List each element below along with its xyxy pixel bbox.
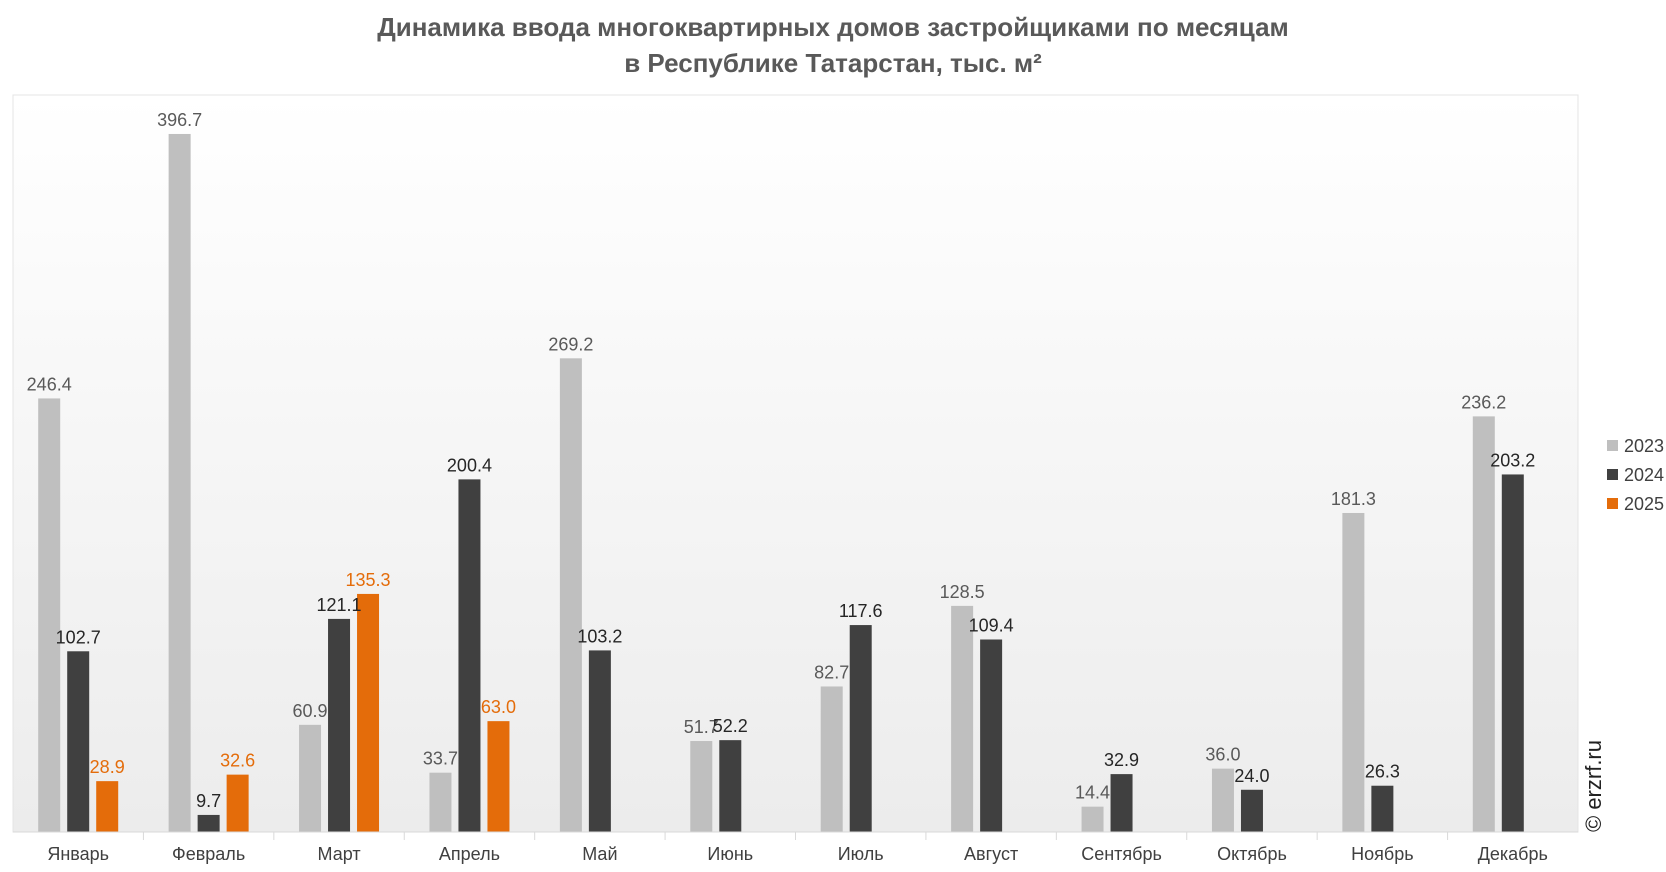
data-label-2024: 32.9	[1104, 750, 1139, 770]
x-tick-label: Май	[582, 844, 617, 864]
bar-2025	[487, 721, 510, 832]
data-label-2024: 109.4	[969, 615, 1014, 635]
bar-2023	[1472, 416, 1495, 832]
data-label-2023: 396.7	[157, 110, 202, 130]
x-tick-label: Август	[964, 844, 1018, 864]
x-tick-label: Июнь	[707, 844, 753, 864]
x-tick-labels: Январь Февраль Март Апрель Май Июнь Июль Август…	[47, 844, 1548, 864]
x-tick-label: Октябрь	[1217, 844, 1287, 864]
x-tick-label: Февраль	[172, 844, 245, 864]
bar-2023	[690, 741, 713, 832]
bar-2025	[96, 781, 119, 832]
data-label-2023: 33.7	[423, 749, 458, 769]
data-label-2025: 135.3	[346, 570, 391, 590]
bar-2023	[559, 358, 582, 832]
chart-subtitle: в Республике Татарстан, тыс. м²	[624, 48, 1042, 78]
legend: 2023 2024 2025	[1607, 436, 1664, 514]
bar-2023	[299, 724, 322, 832]
bar-2023	[168, 133, 191, 832]
data-label-2024: 26.3	[1365, 762, 1400, 782]
data-label-2024: 52.2	[713, 716, 748, 736]
bar-2023	[38, 398, 61, 832]
x-tick-label: Ноябрь	[1351, 844, 1413, 864]
data-label-2024: 103.2	[577, 626, 622, 646]
bar-2023	[820, 686, 843, 832]
x-tick-label: Сентябрь	[1081, 844, 1162, 864]
data-label-2023: 246.4	[27, 374, 72, 394]
data-label-2025: 32.6	[220, 751, 255, 771]
x-tick-label: Январь	[47, 844, 109, 864]
category-separators	[142, 832, 1449, 840]
data-label-2023: 51.7	[684, 717, 719, 737]
bar-2024	[197, 814, 220, 832]
data-label-2023: 14.4	[1075, 783, 1110, 803]
data-label-2025: 63.0	[481, 697, 516, 717]
data-label-2024: 121.1	[317, 595, 362, 615]
bar-2023	[1081, 806, 1104, 832]
bar-2024	[328, 618, 351, 832]
data-label-2023: 128.5	[940, 582, 985, 602]
data-label-2023: 36.0	[1205, 745, 1240, 765]
watermark: © erzrf.ru	[1581, 740, 1606, 832]
bar-2023	[951, 605, 974, 832]
x-tick-label: Март	[318, 844, 361, 864]
bar-2024	[1240, 789, 1263, 832]
legend-label-2024: 2024	[1624, 465, 1664, 485]
data-label-2023: 269.2	[548, 334, 593, 354]
x-tick-label: Декабрь	[1478, 844, 1548, 864]
legend-swatch-2024	[1607, 469, 1618, 480]
bar-2023	[1211, 768, 1234, 832]
bar-2024	[588, 650, 611, 832]
legend-label-2023: 2023	[1624, 436, 1664, 456]
legend-swatch-2023	[1607, 440, 1618, 451]
bar-2025	[357, 593, 380, 832]
data-label-2023: 181.3	[1331, 489, 1376, 509]
data-label-2023: 236.2	[1461, 392, 1506, 412]
data-label-2024: 203.2	[1490, 450, 1535, 470]
data-label-2024: 200.4	[447, 455, 492, 475]
bar-2024	[1371, 785, 1394, 832]
bar-2024	[458, 479, 481, 832]
bar-2024	[1501, 474, 1524, 832]
bar-2024	[980, 639, 1003, 832]
x-tick-label: Июль	[838, 844, 884, 864]
legend-swatch-2025	[1607, 498, 1618, 509]
data-label-2023: 60.9	[293, 701, 328, 721]
bar-2025	[226, 774, 249, 832]
x-tick-label: Апрель	[439, 844, 500, 864]
value-labels: 246.4 102.7 28.9 396.7 9.7 32.6 60.9 121.1 135.3…	[27, 110, 1536, 811]
bar-2024	[849, 625, 872, 832]
bars	[38, 133, 1524, 832]
data-label-2024: 24.0	[1234, 766, 1269, 786]
bar-2024	[719, 740, 742, 832]
bar-2024	[1110, 774, 1133, 832]
plot-area	[12, 94, 1579, 833]
bar-2023	[1342, 512, 1365, 832]
data-label-2024: 102.7	[56, 627, 101, 647]
chart-title: Динамика ввода многоквартирных домов зас…	[377, 12, 1289, 42]
data-label-2023: 82.7	[814, 662, 849, 682]
bar-2024	[67, 651, 90, 832]
data-label-2024: 117.6	[839, 601, 883, 621]
data-label-2024: 9.7	[196, 791, 221, 811]
bar-2023	[429, 772, 452, 832]
data-label-2025: 28.9	[90, 757, 125, 777]
legend-label-2025: 2025	[1624, 494, 1664, 514]
